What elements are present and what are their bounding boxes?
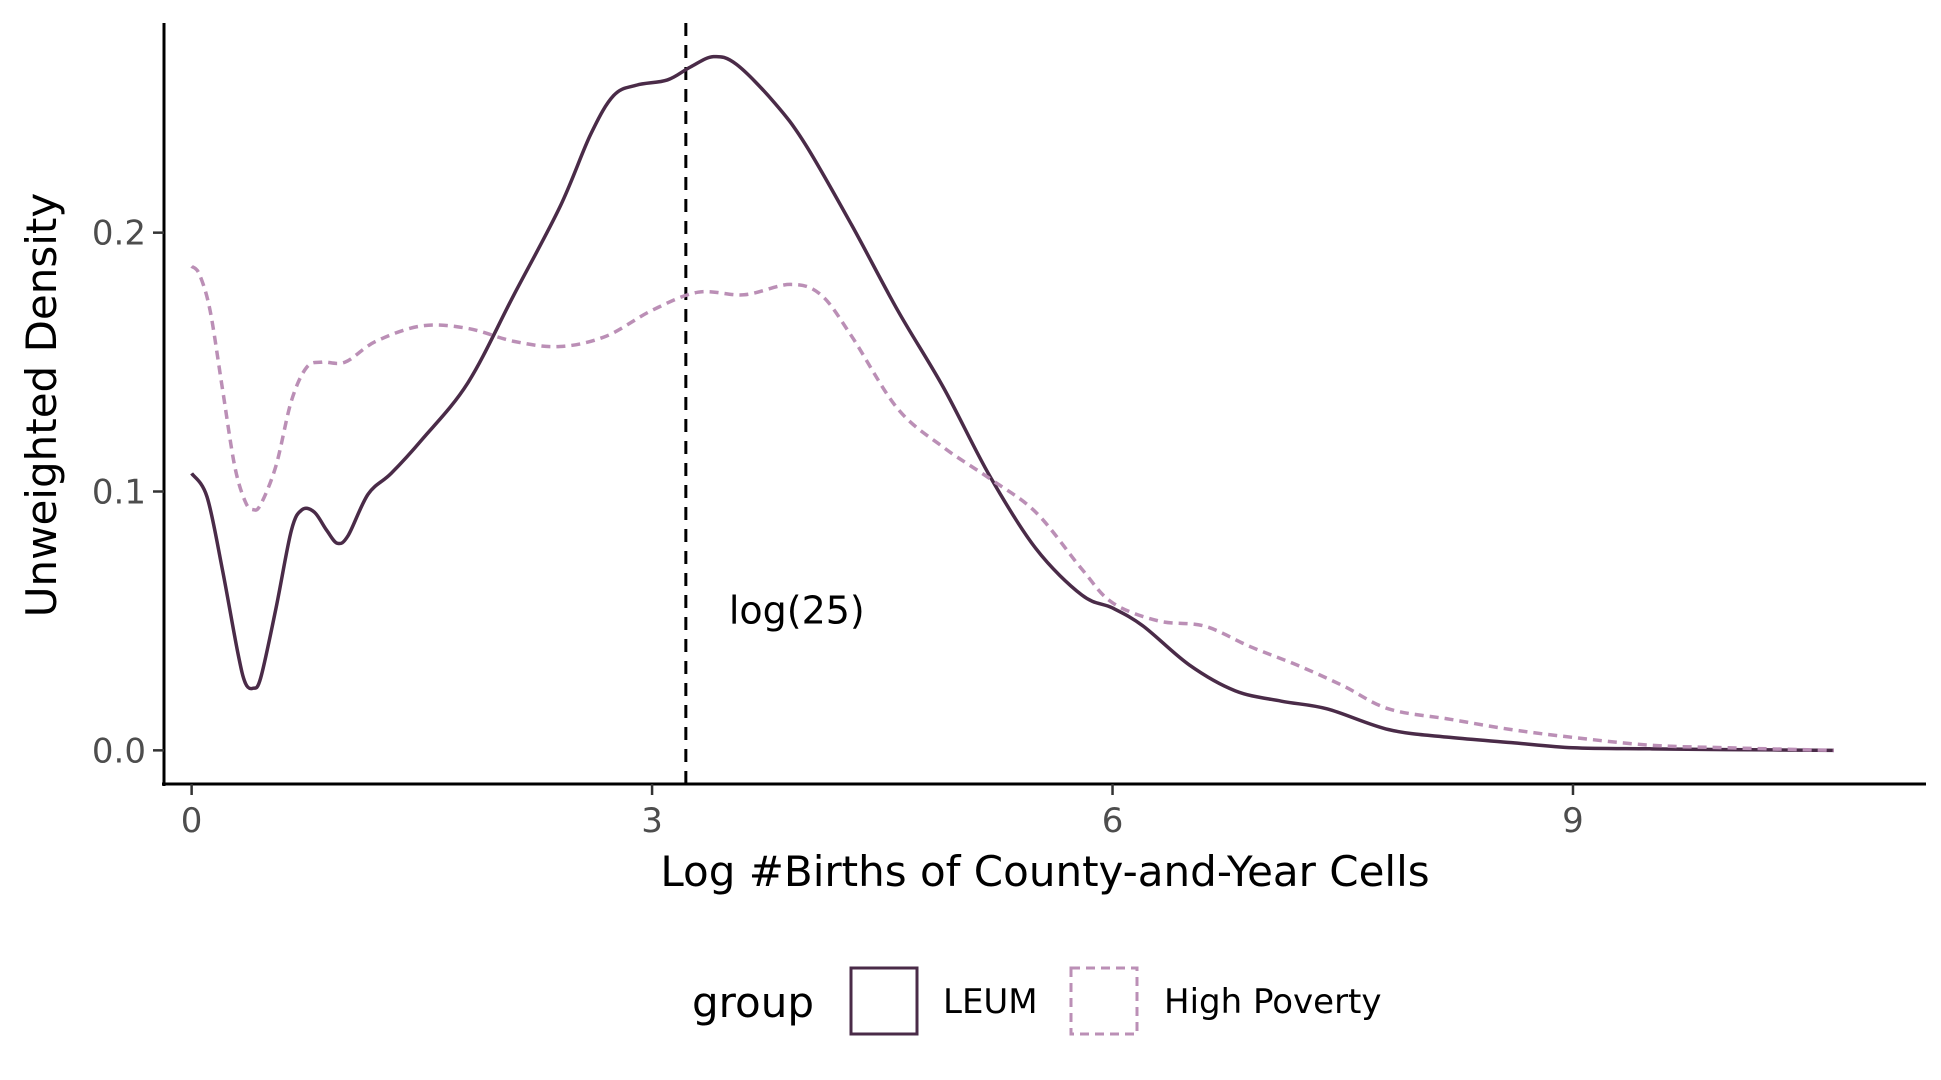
x-axis-title: Log #Births of County-and-Year Cells [660,847,1429,896]
legend: group LEUM High Poverty [692,966,1382,1036]
x-axis-ticks: 0 3 6 9 [181,784,1584,841]
legend-item-high-poverty: High Poverty [1069,966,1382,1036]
legend-title: group [692,978,814,1027]
legend-label-leum: LEUM [943,982,1038,1022]
legend-key-leum [849,966,919,1036]
legend-label-high-poverty: High Poverty [1164,982,1382,1022]
series-group [190,54,1834,753]
y-axis-title: Unweighted Density [17,193,66,618]
legend-item-leum: LEUM [849,966,1038,1036]
reference-line-label: log(25) [729,589,865,633]
y-tick-label: 0.1 [92,473,146,513]
series-line-leum [190,54,1834,753]
x-tick-label: 6 [1102,801,1124,841]
x-tick-label: 0 [181,801,203,841]
y-axis-ticks: 0.0 0.1 0.2 [92,214,164,771]
y-tick-label: 0.2 [92,214,146,254]
legend-key-high-poverty [1069,966,1139,1036]
x-tick-label: 9 [1562,801,1584,841]
series-line-high-poverty [190,264,1834,753]
x-tick-label: 3 [641,801,663,841]
y-tick-label: 0.0 [92,731,146,771]
